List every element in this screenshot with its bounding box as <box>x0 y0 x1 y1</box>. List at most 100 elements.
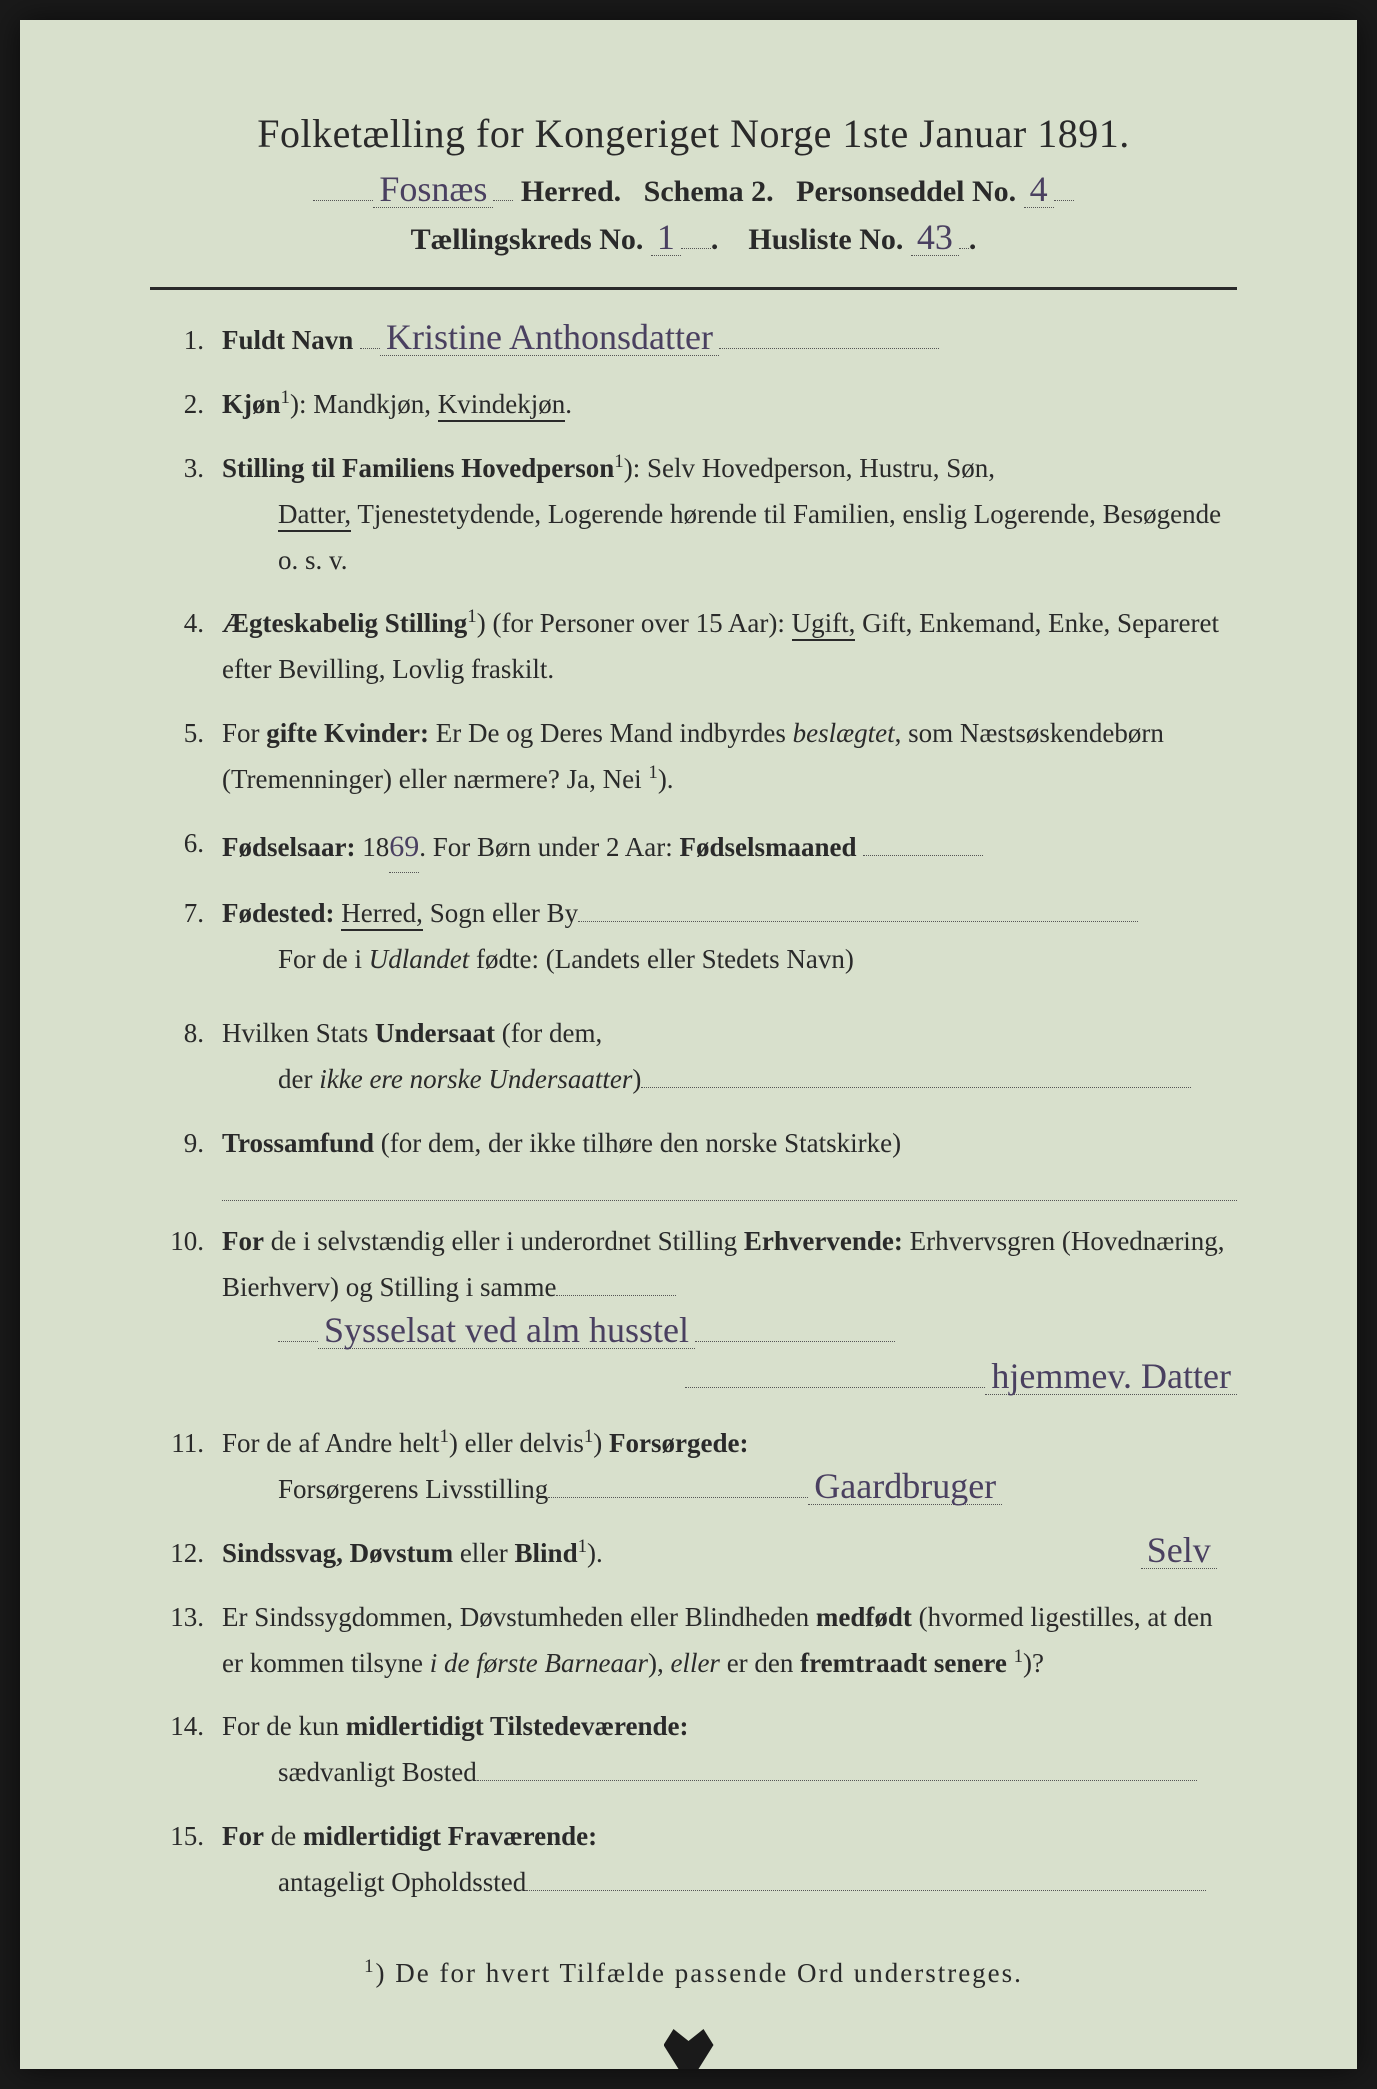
text: er den <box>720 1648 800 1678</box>
text: For <box>222 718 266 748</box>
text: o. s. v. <box>222 538 1237 584</box>
census-form-page: Folketælling for Kongeriget Norge 1ste J… <box>20 20 1357 2069</box>
sup: 1 <box>578 1536 587 1557</box>
item-num: 6. <box>160 821 222 873</box>
underlined: Kvindekjøn <box>438 389 566 422</box>
sup: 1 <box>439 1426 448 1447</box>
text: )? <box>1023 1648 1044 1678</box>
label: Stilling til Familiens Hovedperson <box>222 453 614 483</box>
item-body: For de af Andre helt1) eller delvis1) Fo… <box>222 1421 1237 1513</box>
item-num: 2. <box>160 382 222 428</box>
text: . For Børn under 2 Aar: <box>419 832 679 862</box>
bold: fremtraadt senere <box>800 1648 1007 1678</box>
item-body: Ægteskabelig Stilling1) (for Personer ov… <box>222 601 1237 693</box>
sup: 1 <box>281 387 290 408</box>
item-body: For de i selvstændig eller i underordnet… <box>222 1219 1237 1403</box>
item-num: 12. <box>160 1531 222 1577</box>
birthyear-value: 69 <box>389 821 419 873</box>
text: ) <box>593 1428 609 1458</box>
item-num: 1. <box>160 318 222 364</box>
sup: 1 <box>364 1956 375 1977</box>
sup: 1 <box>1014 1646 1023 1667</box>
item-body: Fødselsaar: 1869. For Børn under 2 Aar: … <box>222 821 1237 873</box>
occupation-value-1: Sysselsat ved alm husstel <box>318 1312 695 1349</box>
underlined: Datter, <box>278 499 351 532</box>
personseddel-value: 4 <box>1024 171 1054 208</box>
item-num: 13. <box>160 1595 222 1687</box>
italic: beslægtet <box>793 718 895 748</box>
text: 18 <box>355 832 389 862</box>
item-body: Kjøn1): Mandkjøn, Kvindekjøn. <box>222 382 1237 428</box>
item-num: 7. <box>160 891 222 983</box>
item-num: 5. <box>160 711 222 803</box>
item-11: 11. For de af Andre helt1) eller delvis1… <box>160 1421 1237 1513</box>
bold: For <box>222 1821 264 1851</box>
item-body: Fuldt Navn Kristine Anthonsdatter <box>222 318 1237 364</box>
item-13: 13. Er Sindssygdommen, Døvstumheden elle… <box>160 1595 1237 1687</box>
text: ) <box>632 1064 641 1094</box>
text: Er Sindssygdommen, Døvstumheden eller Bl… <box>222 1602 816 1632</box>
herred-value: Fosnæs <box>373 171 493 208</box>
subtitle-row-2: Tællingskreds No. 1. Husliste No. 43. <box>150 219 1237 257</box>
item-3: 3. Stilling til Familiens Hovedperson1):… <box>160 446 1237 584</box>
text: Er De og Deres Mand indbyrdes <box>429 718 793 748</box>
item-body: For gifte Kvinder: Er De og Deres Mand i… <box>222 711 1237 803</box>
italic: ikke ere norske Undersaatter <box>319 1064 632 1094</box>
item-7: 7. Fødested: Herred, Sogn eller By For d… <box>160 891 1237 983</box>
item-1: 1. Fuldt Navn Kristine Anthonsdatter <box>160 318 1237 364</box>
bold: Trossamfund <box>222 1128 374 1158</box>
item-body: Trossamfund (for dem, der ikke tilhøre d… <box>222 1121 1237 1202</box>
text: Hvilken Stats <box>222 1018 375 1048</box>
sup: 1 <box>467 606 476 627</box>
kreds-label: Tællingskreds No. <box>411 223 644 256</box>
sup: 1 <box>584 1426 593 1447</box>
subtitle-row-1: Fosnæs Herred. Schema 2. Personseddel No… <box>150 171 1237 209</box>
item-body: Fødested: Herred, Sogn eller By For de i… <box>222 891 1237 983</box>
item-10: 10. For de i selvstændig eller i underor… <box>160 1219 1237 1403</box>
husliste-label: Husliste No. <box>748 223 903 256</box>
bold: Fødselsmaaned <box>679 832 856 862</box>
bold: Fødselsaar: <box>222 832 355 862</box>
text: antageligt Opholdssted <box>278 1867 526 1897</box>
kreds-value: 1 <box>651 219 681 256</box>
text: For de i <box>278 944 369 974</box>
item-8: 8. Hvilken Stats Undersaat (for dem, der… <box>160 1011 1237 1103</box>
text: ). <box>658 764 674 794</box>
item-body: For de kun midlertidigt Tilstedeværende:… <box>222 1704 1237 1796</box>
bold: medfødt <box>816 1602 912 1632</box>
bold: Undersaat <box>375 1018 495 1048</box>
item-body: For de midlertidigt Fraværende: antageli… <box>222 1814 1237 1906</box>
italic: eller <box>670 1648 719 1678</box>
item-num: 15. <box>160 1814 222 1906</box>
text: (for dem, <box>495 1018 602 1048</box>
text: eller <box>453 1538 514 1568</box>
bold: Sindssvag, Døvstum <box>222 1538 453 1568</box>
item-4: 4. Ægteskabelig Stilling1) (for Personer… <box>160 601 1237 693</box>
text: For de kun <box>222 1711 346 1741</box>
item-num: 14. <box>160 1704 222 1796</box>
item12-value: Selv <box>1141 1532 1217 1569</box>
main-title: Folketælling for Kongeriget Norge 1ste J… <box>150 110 1237 157</box>
bold: gifte Kvinder: <box>266 718 429 748</box>
label: Kjøn <box>222 389 281 419</box>
text: Forsørgerens Livsstilling <box>278 1474 548 1504</box>
item-15: 15. For de midlertidigt Fraværende: anta… <box>160 1814 1237 1906</box>
item-body: Er Sindssygdommen, Døvstumheden eller Bl… <box>222 1595 1237 1687</box>
paper-tear <box>664 2029 714 2069</box>
footnote: 1) De for hvert Tilfælde passende Ord un… <box>150 1956 1237 1989</box>
item-6: 6. Fødselsaar: 1869. For Børn under 2 Aa… <box>160 821 1237 873</box>
footnote-text: ) De for hvert Tilfælde passende Ord und… <box>376 1958 1023 1988</box>
herred-label: Herred. <box>521 175 621 208</box>
text: ): Selv Hovedperson, Hustru, Søn, <box>624 453 995 483</box>
text: (for dem, der ikke tilhøre den norske St… <box>374 1128 901 1158</box>
text: ) (for Personer over 15 Aar): <box>477 608 792 638</box>
bold: Erhvervende: <box>744 1226 903 1256</box>
italic: Udlandet <box>369 944 470 974</box>
italic: i de første Barneaar <box>430 1648 648 1678</box>
item-14: 14. For de kun midlertidigt Tilstedevære… <box>160 1704 1237 1796</box>
bold: Fødested: <box>222 898 334 928</box>
item-num: 8. <box>160 1011 222 1103</box>
item-num: 10. <box>160 1219 222 1403</box>
item-num: 11. <box>160 1421 222 1513</box>
schema-label: Schema 2. <box>644 175 774 208</box>
